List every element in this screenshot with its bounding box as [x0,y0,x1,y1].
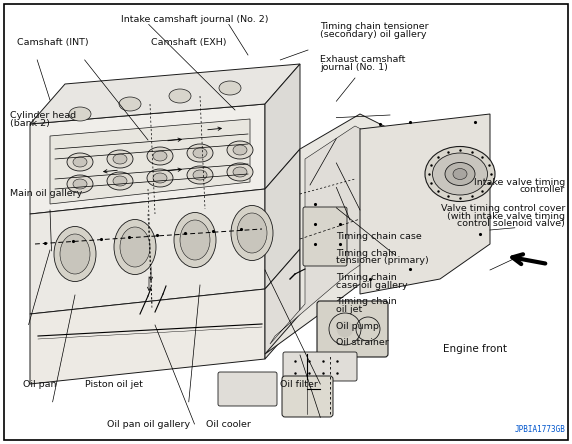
Ellipse shape [227,163,253,181]
Polygon shape [265,114,400,354]
Ellipse shape [445,163,475,186]
Ellipse shape [69,107,91,121]
Text: Exhaust camshaft: Exhaust camshaft [320,56,406,64]
Ellipse shape [73,157,87,167]
FancyBboxPatch shape [282,376,333,417]
Text: Timing chain: Timing chain [336,273,397,282]
Text: Engine front: Engine front [443,344,507,353]
Text: Intake camshaft journal (No. 2): Intake camshaft journal (No. 2) [121,16,268,24]
Text: Timing chain tensioner: Timing chain tensioner [320,22,429,31]
Ellipse shape [231,206,273,261]
Ellipse shape [169,89,191,103]
Ellipse shape [107,172,133,190]
Text: Oil strainer: Oil strainer [336,338,389,347]
Text: control solenoid valve): control solenoid valve) [457,219,565,228]
Text: JPBIA1773GB: JPBIA1773GB [514,425,565,434]
Text: Cylinder head: Cylinder head [10,111,77,120]
Ellipse shape [114,219,156,274]
Text: Oil cooler: Oil cooler [206,420,251,428]
Ellipse shape [73,179,87,189]
Ellipse shape [113,154,127,164]
Polygon shape [30,289,265,384]
Ellipse shape [227,141,253,159]
Text: Oil pump: Oil pump [336,322,379,331]
FancyBboxPatch shape [218,372,277,406]
Ellipse shape [219,81,241,95]
Ellipse shape [237,213,267,253]
Polygon shape [30,189,265,314]
Text: Oil pan: Oil pan [23,380,57,388]
Polygon shape [30,104,265,214]
Text: journal (No. 1): journal (No. 1) [320,63,388,72]
FancyBboxPatch shape [303,207,347,266]
Text: Piston oil jet: Piston oil jet [85,380,142,388]
Ellipse shape [233,167,247,177]
Ellipse shape [193,170,207,180]
Text: Timing chain: Timing chain [336,249,397,258]
Ellipse shape [67,175,93,193]
Polygon shape [50,119,250,204]
Text: controller: controller [520,185,565,194]
Text: Timing chain: Timing chain [336,297,397,306]
Ellipse shape [147,169,173,187]
Text: Intake valve timing: Intake valve timing [474,178,565,186]
Text: Main oil gallery: Main oil gallery [10,189,82,198]
Ellipse shape [107,150,133,168]
Polygon shape [270,126,390,344]
Ellipse shape [193,148,207,158]
Text: tensioner (primary): tensioner (primary) [336,256,429,265]
Ellipse shape [432,153,487,195]
Polygon shape [360,114,490,294]
Ellipse shape [180,220,210,260]
Ellipse shape [425,147,495,202]
Text: (bank 2): (bank 2) [10,119,50,128]
Ellipse shape [113,176,127,186]
Ellipse shape [453,169,467,179]
Text: Oil pan oil gallery: Oil pan oil gallery [107,420,190,428]
Polygon shape [265,64,300,189]
Polygon shape [265,249,300,359]
FancyBboxPatch shape [317,301,388,357]
Text: Oil filter: Oil filter [280,380,318,388]
Ellipse shape [174,213,216,267]
Ellipse shape [153,151,167,161]
Text: Camshaft (INT): Camshaft (INT) [17,38,89,47]
FancyBboxPatch shape [283,352,357,381]
Text: (with intake valve timing: (with intake valve timing [447,212,565,221]
Polygon shape [265,149,300,289]
Ellipse shape [187,166,213,184]
Ellipse shape [54,226,96,281]
Ellipse shape [147,147,173,165]
Ellipse shape [119,97,141,111]
Text: Timing chain case: Timing chain case [336,232,422,241]
Ellipse shape [60,234,90,274]
Ellipse shape [153,173,167,183]
Ellipse shape [120,227,150,267]
Text: case oil gallery: case oil gallery [336,281,408,289]
Text: (secondary) oil gallery: (secondary) oil gallery [320,30,427,39]
Ellipse shape [187,144,213,162]
Text: Valve timing control cover: Valve timing control cover [441,204,565,213]
Circle shape [337,321,353,337]
Text: oil jet: oil jet [336,305,363,314]
Polygon shape [30,64,300,124]
Text: Camshaft (EXH): Camshaft (EXH) [151,38,227,47]
Ellipse shape [67,153,93,171]
Ellipse shape [233,145,247,155]
